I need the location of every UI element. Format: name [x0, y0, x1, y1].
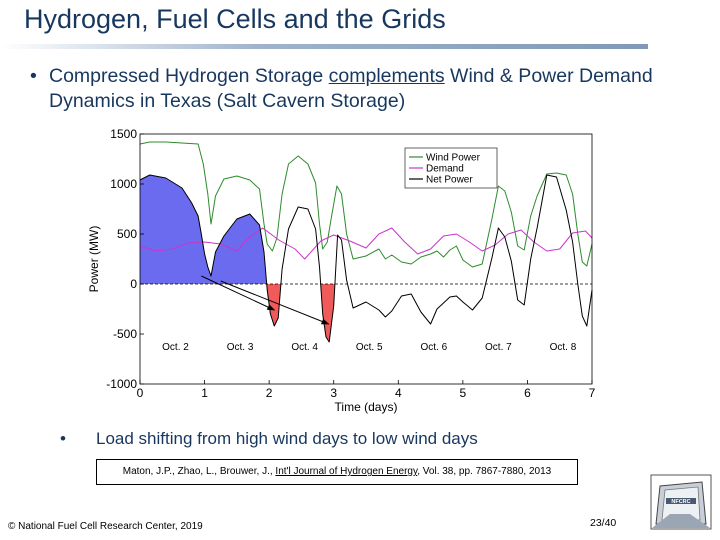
bullet-dot: • — [30, 65, 37, 87]
date-label: Oct. 4 — [291, 342, 318, 353]
title-underline — [0, 44, 648, 49]
y-tick-label: 1500 — [110, 127, 137, 141]
power-chart: 0 1 2 3 4 5 6 7 -1000 -500 0 500 1000 1500 Oct. 2 Oct. … — [87, 127, 596, 414]
arrow-2 — [220, 280, 330, 325]
y-tick-label: -500 — [113, 327, 137, 341]
x-tick-label: 2 — [266, 386, 273, 400]
x-tick-label: 7 — [589, 386, 596, 400]
y-axis-label: Power (MW) — [87, 226, 101, 293]
legend-label: Net Power — [426, 175, 473, 186]
x-tick-label: 6 — [524, 386, 531, 400]
series-net-power — [139, 174, 593, 343]
svg-text:NFCRC: NFCRC — [671, 499, 690, 505]
x-tick-label: 0 — [137, 386, 144, 400]
bullet-load-shifting: • Load shifting from high wind days to lo… — [60, 429, 478, 449]
date-label: Oct. 2 — [162, 342, 189, 353]
page-number: 23/40 — [590, 517, 617, 529]
date-label: Oct. 3 — [227, 342, 254, 353]
copyright-footer: © National Fuel Cell Research Center, 20… — [8, 521, 203, 532]
date-label: Oct. 7 — [485, 342, 512, 353]
date-label: Oct. 8 — [550, 342, 577, 353]
y-tick-label: 0 — [130, 277, 137, 291]
nfcrc-logo-icon: NFCRC — [650, 474, 712, 530]
y-tick-label: -1000 — [106, 377, 137, 391]
bullet-dot: • — [60, 429, 66, 448]
date-label: Oct. 6 — [420, 342, 447, 353]
x-tick-label: 3 — [330, 386, 337, 400]
underlined-word: complements — [328, 65, 445, 87]
legend-label: Wind Power — [426, 153, 481, 164]
plot-frame — [139, 133, 593, 385]
arrow-1 — [201, 275, 276, 311]
y-tick-label: 500 — [117, 227, 137, 241]
legend-label: Demand — [426, 164, 464, 175]
deficit-area-2 — [317, 284, 337, 342]
x-tick-label: 4 — [395, 386, 402, 400]
x-tick-label: 1 — [201, 386, 208, 400]
date-label: Oct. 5 — [356, 342, 383, 353]
bullet-text: Compressed Hydrogen Storage complements … — [49, 65, 653, 112]
journal-link[interactable]: Int'l Journal of Hydrogen Energy — [275, 466, 418, 477]
bullet-storage: • Compressed Hydrogen Storage complement… — [30, 64, 670, 114]
bullet-text: Load shifting from high wind days to low… — [96, 429, 478, 448]
series-wind-power — [139, 141, 593, 268]
y-tick-label: 1000 — [110, 177, 137, 191]
surplus-area — [140, 175, 270, 284]
slide-title: Hydrogen, Fuel Cells and the Grids — [24, 4, 446, 34]
citation-box: Maton, J.P., Zhao, L., Brouwer, J., Int'… — [96, 459, 578, 485]
x-axis-label: Time (days) — [335, 400, 398, 414]
series-demand — [139, 227, 593, 260]
x-tick-label: 5 — [460, 386, 467, 400]
